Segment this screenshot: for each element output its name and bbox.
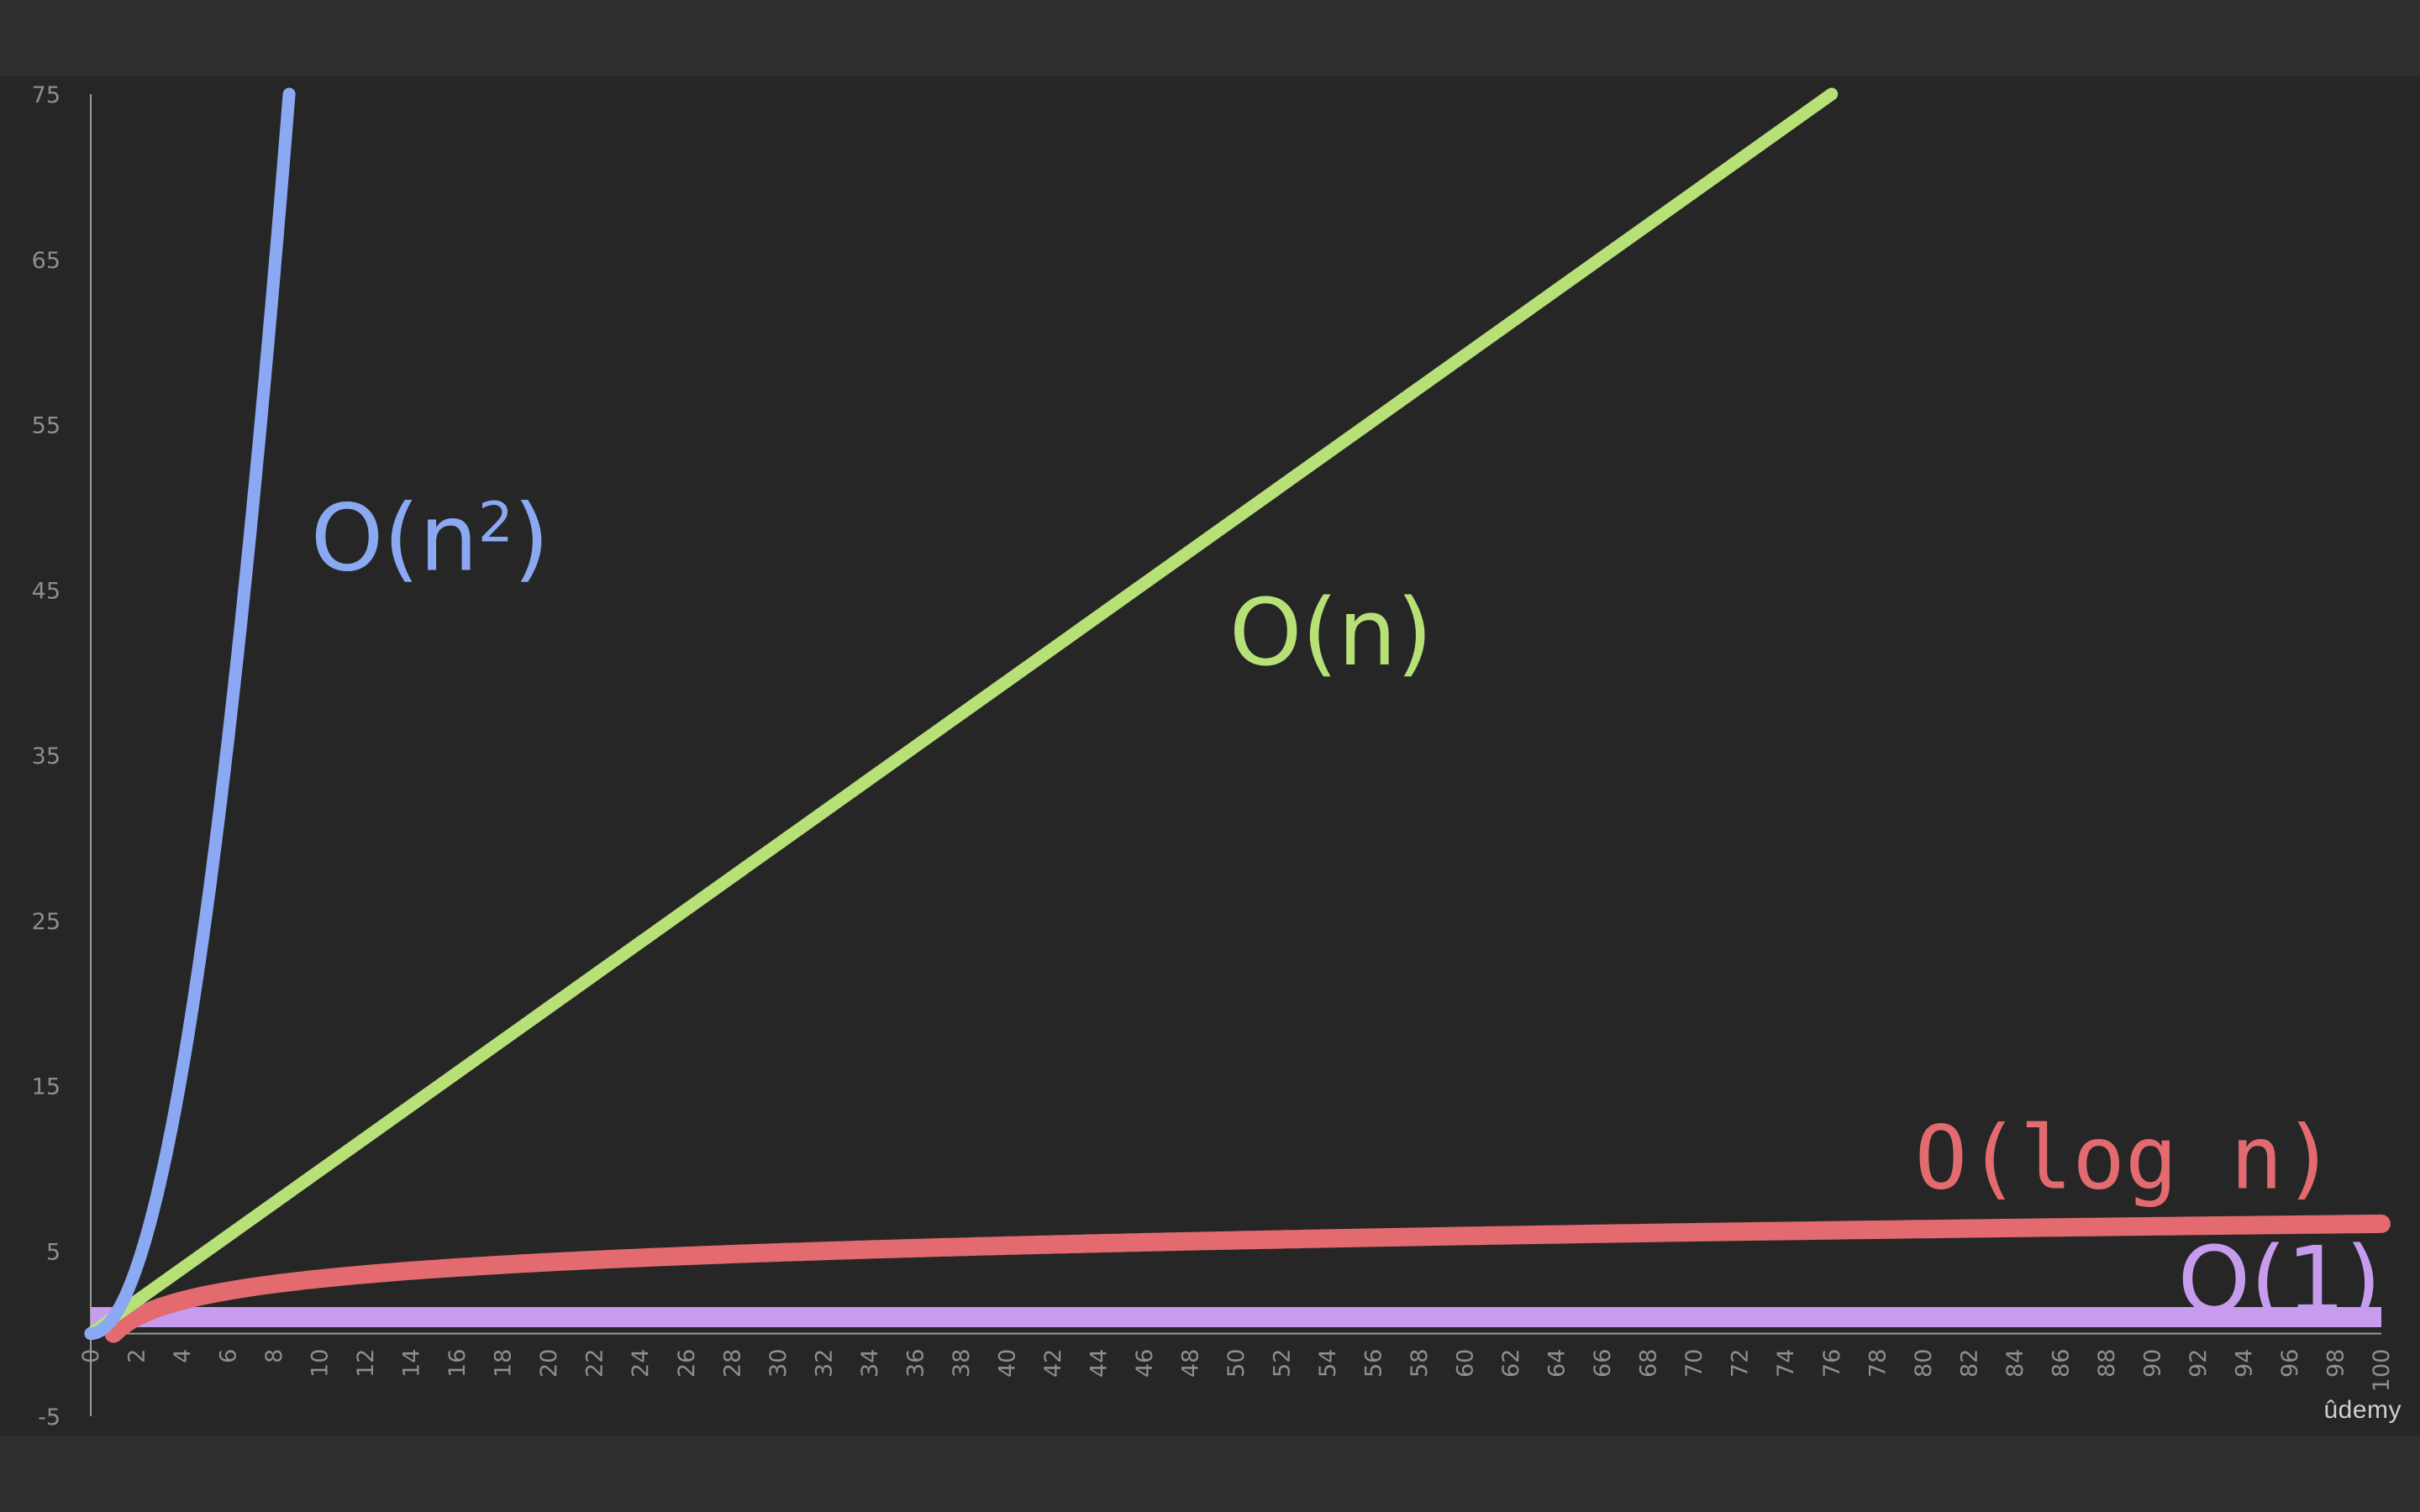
y-tick-label: 35 (32, 743, 60, 769)
x-tick-label: 10 (308, 1349, 334, 1378)
label-o-1: O(1) (2178, 1226, 2381, 1334)
x-tick-label: 18 (491, 1349, 517, 1378)
y-tick-label: -5 (38, 1404, 60, 1431)
x-tick-label: 60 (1453, 1349, 1479, 1378)
curves (84, 87, 2391, 1343)
x-tick-label: 8 (261, 1349, 287, 1363)
x-tick-label: 32 (811, 1349, 837, 1378)
y-tick-label: 65 (32, 248, 60, 274)
x-tick-label: 72 (1728, 1349, 1754, 1378)
x-tick-label: 56 (1361, 1349, 1387, 1378)
x-tick-label: 46 (1132, 1349, 1158, 1378)
x-tick-label: 82 (1956, 1349, 1982, 1378)
x-tick-label: 44 (1086, 1349, 1112, 1378)
x-tick-label: 52 (1270, 1349, 1296, 1378)
x-tick-label: 26 (674, 1349, 700, 1378)
x-tick-label: 42 (1040, 1349, 1066, 1378)
y-tick-label: 55 (32, 413, 60, 439)
label-o-n-squared: O(n2) (311, 485, 550, 592)
x-tick-label: 90 (2139, 1349, 2165, 1378)
series-line-o-n-squared (84, 87, 296, 1341)
x-tick-label: 84 (2002, 1349, 2028, 1378)
x-tick-label: 64 (1544, 1349, 1570, 1378)
y-tick-label: 15 (32, 1074, 60, 1100)
x-tick-label: 4 (170, 1349, 196, 1363)
x-tick-label: 50 (1223, 1349, 1249, 1378)
x-tick-label: 88 (2094, 1349, 2120, 1378)
x-tick-label: 94 (2231, 1349, 2257, 1378)
x-tick-label: 24 (628, 1349, 654, 1378)
udemy-watermark: ûdemy (2323, 1396, 2402, 1424)
x-tick-label: 2 (124, 1349, 150, 1363)
x-tick-label: 0 (78, 1349, 104, 1363)
x-tick-label: 6 (216, 1349, 242, 1363)
x-tick-label: 54 (1315, 1349, 1341, 1378)
x-tick-label: 48 (1177, 1349, 1203, 1378)
x-tick-label: 38 (949, 1349, 975, 1378)
label-o-log-n: O(log n) (1915, 1106, 2336, 1209)
x-tick-label: 34 (857, 1349, 883, 1378)
x-tick-label: 58 (1407, 1349, 1433, 1378)
x-tick-label: 62 (1498, 1349, 1524, 1378)
x-tick-label: 40 (994, 1349, 1020, 1378)
y-tick-label: 25 (32, 909, 60, 935)
x-tick-label: 92 (2186, 1349, 2212, 1378)
series-line-o-log-n (104, 1214, 2391, 1343)
x-tick-label: 16 (445, 1349, 471, 1378)
x-tick-label: 22 (582, 1349, 608, 1378)
x-tick-label: 74 (1773, 1349, 1799, 1378)
x-tick-label: 14 (399, 1349, 425, 1378)
x-tick-label: 100 (2369, 1349, 2395, 1393)
x-tick-label: 36 (902, 1349, 929, 1378)
y-tick-label: 75 (32, 82, 60, 108)
x-tick-label: 70 (1681, 1349, 1707, 1378)
chart-stage: -5 5 15 25 35 45 55 65 75 0 2 4 6 8 10 12 14 16 18 20 22 24 2… (0, 76, 2420, 1436)
label-o-n: O(n) (1229, 579, 1433, 686)
x-tick-label: 28 (719, 1349, 745, 1378)
y-tick-label: 5 (46, 1239, 60, 1265)
x-tick-label: 78 (1865, 1349, 1891, 1378)
x-tick-label: 76 (1819, 1349, 1845, 1378)
x-tick-label: 68 (1636, 1349, 1662, 1378)
series-line-o-n (84, 87, 1839, 1341)
y-tick-label: 45 (32, 578, 60, 604)
x-tick-label: 66 (1590, 1349, 1616, 1378)
x-tick-label: 80 (1911, 1349, 1937, 1378)
x-tick-label: 20 (536, 1349, 562, 1378)
y-tick-labels: -5 5 15 25 35 45 55 65 75 (32, 82, 60, 1431)
x-tick-label: 30 (765, 1349, 792, 1378)
x-tick-label: 12 (353, 1349, 379, 1378)
x-tick-label: 98 (2323, 1349, 2349, 1378)
x-tick-label: 86 (2048, 1349, 2074, 1378)
x-tick-labels: 0 2 4 6 8 10 12 14 16 18 20 22 24 26 28 30 32 34 36 38 40 42 4… (78, 1349, 2395, 1393)
x-tick-label: 96 (2277, 1349, 2303, 1378)
